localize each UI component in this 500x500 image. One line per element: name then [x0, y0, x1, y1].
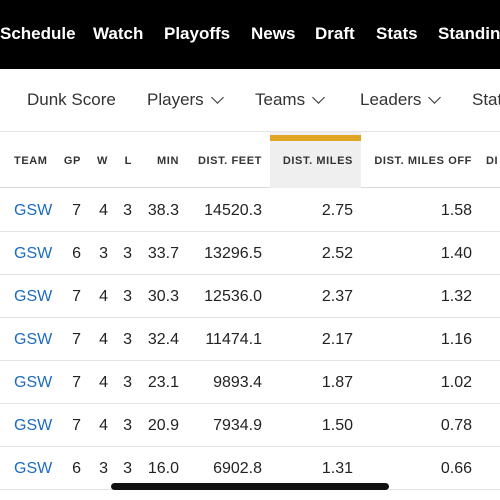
cell-team[interactable]: GSW	[14, 460, 53, 477]
nav-draft[interactable]: Draft	[315, 24, 355, 43]
header-team[interactable]: TEAM	[14, 155, 48, 167]
cell-dist-miles-off: 1.40	[440, 245, 472, 262]
stats-table: TEAM GP W L MIN DIST. FEET DIST. MILES D…	[0, 132, 500, 500]
cell-dist-miles: 1.87	[321, 374, 353, 391]
nav-standings[interactable]: Standings	[438, 24, 500, 43]
table-row: GSW 7 4 3 38.3 14520.3 2.75 1.58	[0, 189, 500, 232]
cell-dist-feet: 9893.4	[213, 374, 262, 391]
cell-min: 33.7	[147, 245, 179, 262]
subnav-teams-label: Teams	[255, 90, 306, 109]
top-nav: Schedule Watch Playoffs News Draft Stats…	[0, 0, 500, 69]
cell-w: 4	[99, 288, 108, 305]
cell-dist-feet: 11474.1	[205, 331, 262, 348]
cell-dist-miles-off: 0.66	[440, 460, 472, 477]
cell-dist-miles: 1.50	[321, 417, 353, 434]
subnav-stats-label: Stats	[472, 90, 500, 109]
subnav-leaders[interactable]: Leaders	[360, 90, 442, 110]
cell-min: 38.3	[147, 202, 179, 219]
cell-dist-miles-off: 1.16	[440, 331, 472, 348]
cell-min: 23.1	[147, 374, 179, 391]
table-row: GSW 7 4 3 30.3 12536.0 2.37 1.32	[0, 275, 500, 318]
cell-gp: 7	[72, 374, 81, 391]
cell-l: 3	[123, 417, 132, 434]
cell-dist-miles: 2.75	[321, 202, 353, 219]
cell-dist-feet: 12536.0	[204, 288, 262, 305]
subnav-players[interactable]: Players	[147, 90, 224, 110]
cell-team[interactable]: GSW	[14, 417, 53, 434]
cell-dist-miles-off: 1.02	[440, 374, 472, 391]
nav-watch[interactable]: Watch	[93, 24, 144, 43]
subnav-leaders-label: Leaders	[360, 90, 422, 109]
cell-l: 3	[123, 202, 132, 219]
active-column-indicator	[270, 135, 361, 141]
cell-l: 3	[123, 245, 132, 262]
cell-gp: 7	[72, 417, 81, 434]
stats-sub-nav: Dunk Score Players Teams Leaders Stats	[0, 69, 500, 132]
header-dist-miles[interactable]: DIST. MILES	[282, 155, 353, 167]
cell-dist-miles: 2.52	[321, 245, 353, 262]
cell-dist-miles: 2.17	[321, 331, 353, 348]
cell-w: 3	[99, 245, 108, 262]
cell-team[interactable]: GSW	[14, 245, 53, 262]
cell-dist-miles: 2.37	[321, 288, 353, 305]
cell-gp: 6	[72, 245, 81, 262]
subnav-dunk-score[interactable]: Dunk Score	[27, 90, 116, 110]
cell-gp: 7	[72, 202, 81, 219]
cell-dist-feet: 7934.9	[213, 417, 262, 434]
cell-min: 20.9	[147, 417, 179, 434]
cell-w: 4	[99, 417, 108, 434]
cell-team[interactable]: GSW	[14, 374, 53, 391]
nav-news[interactable]: News	[251, 24, 296, 43]
header-dist-miles-off[interactable]: DIST. MILES OFF	[374, 155, 472, 167]
active-column-highlight	[270, 132, 361, 188]
header-truncated[interactable]: DI	[486, 155, 499, 167]
cell-team[interactable]: GSW	[14, 202, 53, 219]
cell-dist-feet: 13296.5	[204, 245, 262, 262]
cell-dist-miles-off: 1.32	[440, 288, 472, 305]
subnav-dunk-score-label: Dunk Score	[27, 90, 116, 109]
cell-min: 32.4	[147, 331, 179, 348]
chevron-down-icon	[428, 91, 442, 104]
cell-l: 3	[123, 374, 132, 391]
subnav-teams[interactable]: Teams	[255, 90, 325, 110]
cell-l: 3	[123, 460, 132, 477]
cell-dist-feet: 6902.8	[213, 460, 262, 477]
cell-w: 3	[99, 460, 108, 477]
subnav-stats[interactable]: Stats	[472, 90, 500, 110]
cell-team[interactable]: GSW	[14, 331, 53, 348]
cell-l: 3	[123, 288, 132, 305]
cell-w: 4	[99, 374, 108, 391]
subnav-players-label: Players	[147, 90, 204, 109]
cell-min: 16.0	[147, 460, 179, 477]
table-row: GSW 7 4 3 23.1 9893.4 1.87 1.02	[0, 361, 500, 404]
table-row: GSW 6 3 3 33.7 13296.5 2.52 1.40	[0, 232, 500, 275]
cell-gp: 7	[72, 288, 81, 305]
table-header: TEAM GP W L MIN DIST. FEET DIST. MILES D…	[0, 132, 500, 188]
cell-gp: 6	[72, 460, 81, 477]
cell-dist-miles: 1.31	[321, 460, 353, 477]
cell-team[interactable]: GSW	[14, 288, 53, 305]
table-row: GSW 7 4 3 20.9 7934.9 1.50 0.78	[0, 404, 500, 447]
cell-gp: 7	[72, 331, 81, 348]
header-w[interactable]: W	[97, 155, 108, 167]
cell-l: 3	[123, 331, 132, 348]
cell-min: 30.3	[147, 288, 179, 305]
header-min[interactable]: MIN	[157, 155, 179, 167]
home-indicator	[111, 483, 389, 490]
header-dist-feet[interactable]: DIST. FEET	[197, 155, 262, 167]
nav-playoffs[interactable]: Playoffs	[164, 24, 231, 43]
cell-dist-miles-off: 1.58	[440, 202, 472, 219]
cell-w: 4	[99, 331, 108, 348]
header-gp[interactable]: GP	[63, 155, 81, 167]
chevron-down-icon	[312, 91, 325, 104]
header-l[interactable]: L	[124, 155, 132, 167]
chevron-down-icon	[210, 91, 224, 104]
cell-dist-miles-off: 0.78	[440, 417, 472, 434]
nav-stats[interactable]: Stats	[376, 24, 418, 43]
cell-dist-feet: 14520.3	[204, 202, 262, 219]
table-row: GSW 7 4 3 32.4 11474.1 2.17 1.16	[0, 318, 500, 361]
nav-schedule[interactable]: Schedule	[0, 24, 76, 43]
cell-w: 4	[99, 202, 108, 219]
